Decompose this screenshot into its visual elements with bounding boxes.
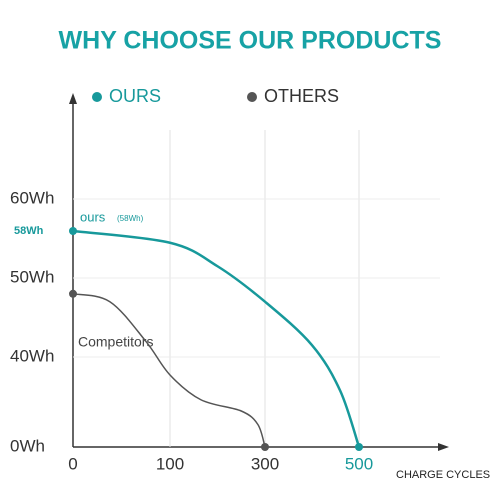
x-tick-label: 500 <box>345 454 373 473</box>
y-tick-label: 0Wh <box>10 436 45 455</box>
x-axis-label: CHARGE CYCLES <box>396 469 490 481</box>
y-tick-label: 58Wh <box>14 225 44 237</box>
end-point <box>69 227 77 235</box>
end-point <box>355 443 363 451</box>
legend-marker <box>92 92 102 102</box>
x-tick-label: 0 <box>68 454 77 473</box>
x-axis-arrow <box>438 443 449 451</box>
x-tick-label: 300 <box>251 454 279 473</box>
legend-label: OTHERS <box>264 86 339 106</box>
y-tick-label: 50Wh <box>10 267 54 286</box>
chart-title: WHY CHOOSE OUR PRODUCTS <box>59 27 442 55</box>
y-axis-arrow <box>69 93 77 104</box>
annotation: ours <box>80 209 106 224</box>
end-point <box>261 443 269 451</box>
series-line <box>72 293 266 448</box>
legend-marker <box>247 92 257 102</box>
y-tick-label: 60Wh <box>10 188 54 207</box>
series-line <box>72 229 361 448</box>
end-point <box>69 289 77 298</box>
legend-label: OURS <box>109 86 161 106</box>
y-tick-label: 40Wh <box>10 346 54 365</box>
annotation: Competitors <box>78 334 153 350</box>
annotation: (58Wh) <box>117 214 144 223</box>
x-tick-label: 100 <box>156 454 184 473</box>
